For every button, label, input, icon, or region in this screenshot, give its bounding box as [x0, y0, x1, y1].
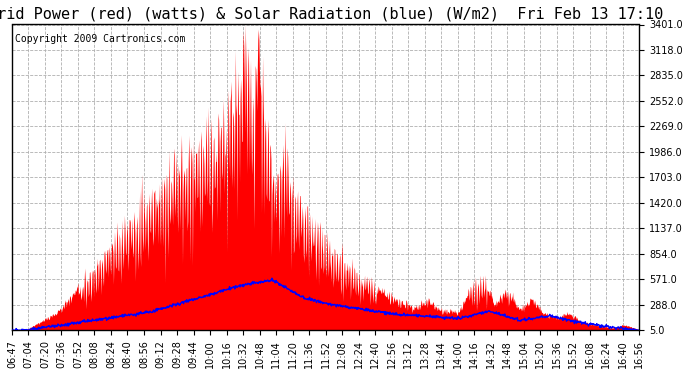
Text: Copyright 2009 Cartronics.com: Copyright 2009 Cartronics.com [15, 34, 186, 44]
Title: Grid Power (red) (watts) & Solar Radiation (blue) (W/m2)  Fri Feb 13 17:10: Grid Power (red) (watts) & Solar Radiati… [0, 7, 663, 22]
